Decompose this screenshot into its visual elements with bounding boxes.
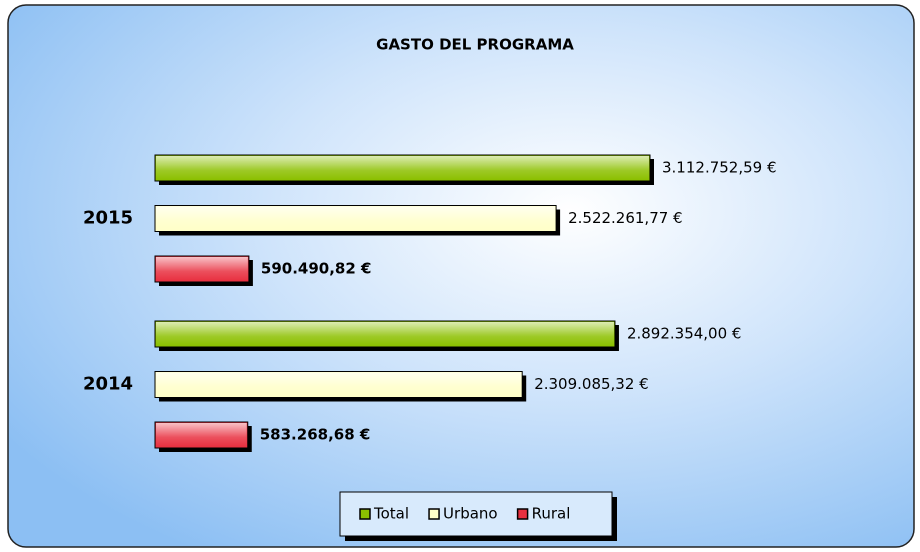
bar-highlight xyxy=(156,372,522,397)
chart-title: GASTO DEL PROGRAMA xyxy=(376,36,574,54)
value-label: 583.268,68 € xyxy=(260,426,371,444)
value-label: 2.892.354,00 € xyxy=(627,325,742,343)
legend-swatch xyxy=(428,508,440,520)
legend-label: Total xyxy=(373,505,409,523)
value-label: 2.309.085,32 € xyxy=(534,375,649,393)
value-label: 2.522.261,77 € xyxy=(568,209,683,227)
legend-box xyxy=(339,491,613,537)
bar-highlight xyxy=(156,322,614,346)
bar-highlight xyxy=(156,257,248,281)
bar-highlight xyxy=(156,156,649,180)
category-label: 2015 xyxy=(83,208,133,229)
value-label: 3.112.752,59 € xyxy=(662,159,777,177)
legend-swatch xyxy=(516,508,529,520)
value-label: 590.490,82 € xyxy=(261,260,372,278)
panel xyxy=(7,4,915,548)
category-label: 2014 xyxy=(83,374,133,395)
legend-label: Urbano xyxy=(443,505,498,523)
legend-swatch xyxy=(359,508,371,520)
bar-highlight xyxy=(156,206,556,231)
bar-highlight xyxy=(156,423,247,447)
legend-label: Rural xyxy=(532,505,571,523)
